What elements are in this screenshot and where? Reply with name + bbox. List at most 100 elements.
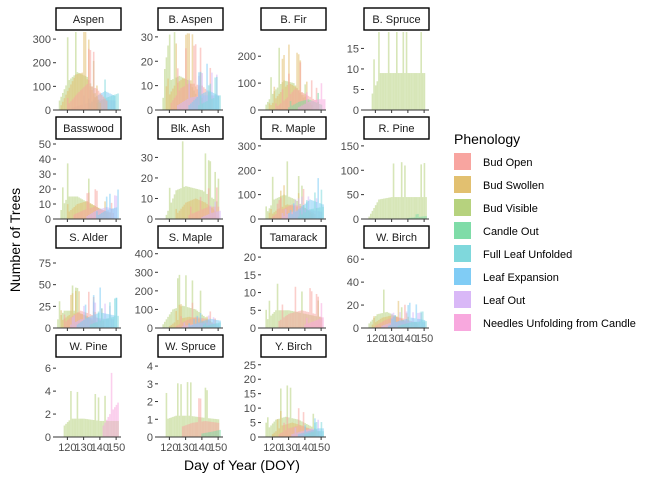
bar-r-pine-candle-out-145 xyxy=(415,214,418,219)
bar-r-pine-bud-visible-148 xyxy=(420,164,422,219)
facet-strip-b-spruce xyxy=(363,7,430,31)
bar-aspen-bud-open-134 xyxy=(89,50,92,110)
bar-w-spruce-bud-visible-133 xyxy=(190,382,192,437)
bar-r-pine-bud-visible-116 xyxy=(368,216,370,219)
bar-tamarack-needles-unfolding-from-candle-141 xyxy=(306,317,308,328)
bar-b-fir-bud-open-134 xyxy=(294,88,297,110)
bar-tamarack-bud-open-148 xyxy=(317,296,319,328)
bar-b-fir-bud-open-132 xyxy=(291,92,293,110)
bar-y-birch-bud-visible-122 xyxy=(275,419,277,437)
bar-b-spruce-bud-visible-146 xyxy=(417,73,419,110)
bar-w-birch-full-leaf-unfolded-142 xyxy=(410,322,413,328)
bar-w-birch-bud-open-120 xyxy=(374,325,377,328)
bar-w-spruce-bud-open-149 xyxy=(216,422,218,437)
bar-s-alder-leaf-expansion-129 xyxy=(81,321,84,328)
x-tick-label-w-pine-130: 130 xyxy=(74,442,92,454)
bar-y-birch-bud-open-133 xyxy=(293,426,295,437)
bar-b-aspen-leaf-expansion-141 xyxy=(203,92,205,110)
y-tick-label-b-aspen-30: 30 xyxy=(141,32,153,44)
bar-basswood-bud-open-126 xyxy=(76,213,79,219)
bar-w-birch-leaf-expansion-138 xyxy=(404,319,406,328)
bar-r-pine-bud-visible-123 xyxy=(379,199,382,219)
bar-b-fir-bud-open-123 xyxy=(276,105,279,110)
bar-w-spruce-bud-open-135 xyxy=(193,422,195,437)
bar-r-pine-candle-out-151 xyxy=(425,216,427,219)
bar-w-spruce-bud-open-134 xyxy=(191,422,194,437)
bar-w-pine-bud-visible-129 xyxy=(81,418,84,437)
bar-w-birch-full-leaf-unfolded-150 xyxy=(423,321,426,328)
bar-r-maple-leaf-out-136 xyxy=(297,198,300,219)
legend-swatch-full-leaf-unfolded xyxy=(454,245,471,262)
bar-w-birch-leaf-expansion-134 xyxy=(397,321,400,328)
bar-w-birch-leaf-out-124 xyxy=(381,325,383,328)
bar-w-pine-bud-visible-123 xyxy=(71,418,74,437)
bar-s-alder-bud-open-125 xyxy=(75,313,77,328)
bar-r-pine-bud-visible-129 xyxy=(389,197,392,219)
y-tick-label-r-pine-0: 0 xyxy=(353,214,359,226)
bar-blk-ash-bud-visible-121 xyxy=(170,202,173,219)
bar-blk-ash-bud-swollen-125 xyxy=(177,212,179,219)
bar-basswood-bud-open-127 xyxy=(78,212,80,219)
legend-label-bud-swollen: Bud Swollen xyxy=(483,180,544,192)
bar-w-birch-leaf-out-125 xyxy=(383,325,385,328)
bar-aspen-bud-swollen-121 xyxy=(68,87,71,110)
bar-aspen-bud-swollen-125 xyxy=(75,74,77,110)
bar-y-birch-bud-open-128 xyxy=(284,430,287,437)
bar-aspen-bud-swollen-117 xyxy=(62,101,64,110)
bar-aspen-bud-open-125 xyxy=(75,95,77,110)
bar-aspen-full-leaf-unfolded-150 xyxy=(115,94,118,110)
bar-r-maple-leaf-expansion-130 xyxy=(288,213,290,219)
bars-aspen xyxy=(58,32,119,110)
bar-y-birch-bud-visible-129 xyxy=(286,385,289,437)
facet-strip-r-maple xyxy=(260,116,327,140)
bar-y-birch-bud-swollen-126 xyxy=(281,425,284,437)
y-tick-label-s-maple-300: 300 xyxy=(135,267,153,279)
facet-panel-r-pine: R. Pine 0 50 100 150 xyxy=(341,116,430,226)
bar-b-fir-bud-swollen-126 xyxy=(281,58,284,110)
bar-w-birch-leaf-expansion-136 xyxy=(400,320,403,328)
bar-r-maple-bud-open-121 xyxy=(273,215,276,219)
facet-title-blk-ash: Blk. Ash xyxy=(171,123,211,135)
x-tick-label-w-spruce-130: 130 xyxy=(176,442,194,454)
bar-blk-ash-bud-open-141 xyxy=(203,208,205,219)
bar-s-alder-full-leaf-unfolded-135 xyxy=(91,323,93,328)
bar-aspen-bud-visible-116 xyxy=(60,96,62,110)
bar-b-spruce-bud-visible-127 xyxy=(386,73,388,110)
bar-b-aspen-bud-open-124 xyxy=(175,95,177,111)
bar-r-pine-bud-visible-143 xyxy=(412,197,414,219)
bar-r-pine-candle-out-149 xyxy=(422,216,424,219)
legend-swatch-bud-open xyxy=(454,153,471,170)
bar-aspen-bud-open-140 xyxy=(99,92,101,110)
bar-b-aspen-bud-open-133 xyxy=(190,83,192,110)
bar-s-alder-leaf-out-122 xyxy=(70,324,72,328)
bar-b-spruce-bud-visible-118 xyxy=(371,93,374,110)
x-tick-label-w-pine-140: 140 xyxy=(91,442,109,454)
bar-y-birch-bud-open-124 xyxy=(278,434,280,437)
bar-basswood-bud-open-124 xyxy=(73,214,75,219)
bar-r-pine-bud-visible-133 xyxy=(396,197,398,219)
legend-label-leaf-out: Leaf Out xyxy=(483,295,525,307)
bar-b-aspen-full-leaf-unfolded-139 xyxy=(199,95,202,110)
bar-basswood-bud-open-128 xyxy=(79,211,82,219)
bar-blk-ash-bud-swollen-137 xyxy=(196,199,199,219)
bar-r-maple-full-leaf-unfolded-149 xyxy=(319,207,321,219)
bar-s-maple-bud-visible-123 xyxy=(173,308,176,328)
bar-tamarack-bud-visible-116 xyxy=(265,309,267,328)
bar-tamarack-needles-unfolding-from-candle-150 xyxy=(320,303,323,328)
bar-b-fir-bud-open-127 xyxy=(283,100,285,110)
bar-basswood-leaf-expansion-148 xyxy=(112,208,114,219)
bar-aspen-full-leaf-unfolded-143 xyxy=(104,79,106,110)
bar-s-maple-full-leaf-unfolded-145 xyxy=(209,324,212,328)
bar-s-maple-full-leaf-unfolded-146 xyxy=(211,324,213,328)
bar-b-fir-bud-swollen-120 xyxy=(271,102,274,110)
bar-w-spruce-candle-out-151 xyxy=(219,429,221,437)
bar-r-pine-bud-visible-151 xyxy=(425,197,427,219)
y-tick-label-basswood-10: 10 xyxy=(39,199,51,211)
bar-y-birch-full-leaf-unfolded-144 xyxy=(310,432,313,437)
bar-basswood-leaf-out-135 xyxy=(91,213,93,219)
bar-s-maple-bud-visible-128 xyxy=(181,305,184,328)
bar-s-maple-full-leaf-unfolded-147 xyxy=(212,323,215,328)
bar-y-birch-bud-swollen-121 xyxy=(273,432,276,437)
bar-tamarack-bud-open-125 xyxy=(280,319,282,328)
